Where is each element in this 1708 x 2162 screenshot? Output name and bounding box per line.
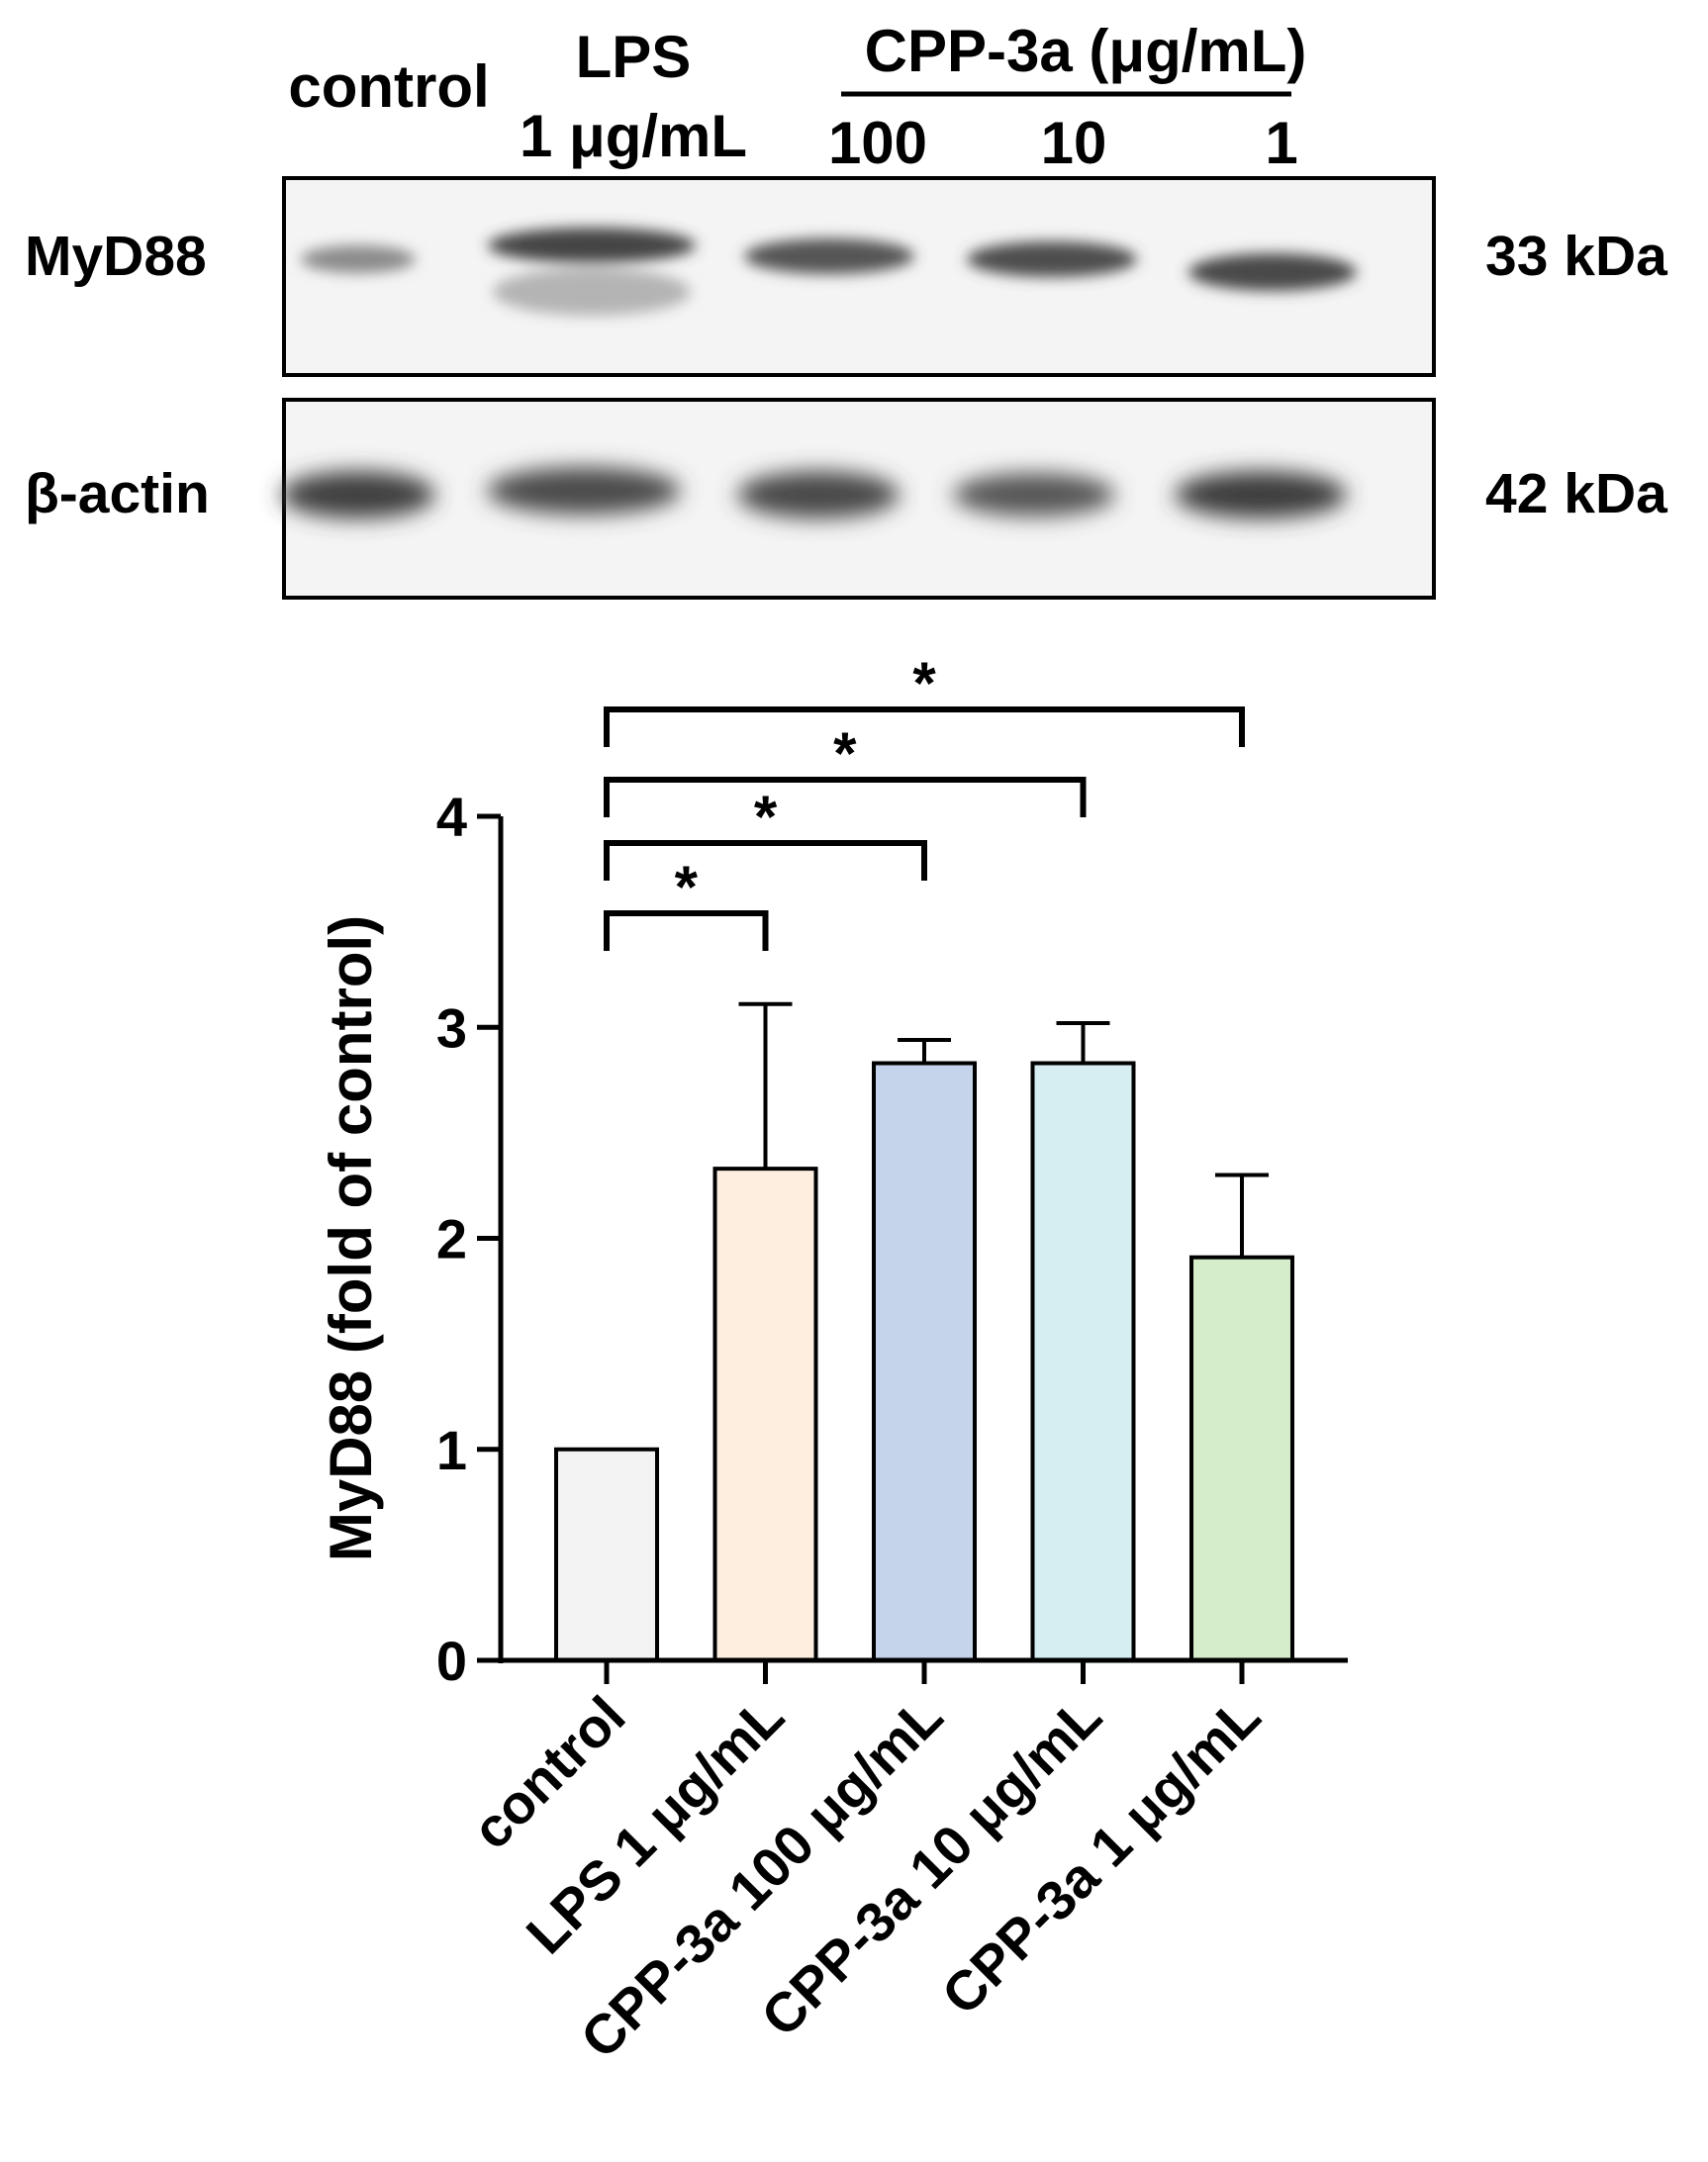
error-bars <box>738 1001 1269 1258</box>
y-tick-label: 2 <box>436 1208 467 1270</box>
bar <box>872 1061 977 1662</box>
bars <box>554 1061 1294 1662</box>
bar <box>1189 1255 1294 1662</box>
blot-strip-myd88: MyD88 33 kDa <box>25 176 1668 377</box>
y-tick-label: 4 <box>436 786 467 848</box>
row-label-myd88: MyD88 <box>25 225 207 288</box>
lane-header-lps-name: LPS <box>576 24 692 90</box>
blot-bands <box>281 467 1347 518</box>
significance-brackets: * * * * <box>604 650 1245 951</box>
significance-bracket <box>604 910 769 951</box>
band <box>744 238 914 274</box>
bar <box>554 1447 659 1662</box>
significance-label: * <box>833 720 857 787</box>
band <box>487 467 681 515</box>
y-axis-label: MyD88 (fold of control) <box>318 915 384 1561</box>
y-axis-ticks: 0 1 2 3 4 <box>436 786 501 1692</box>
band <box>1175 471 1347 518</box>
lane-header-control: control <box>288 53 489 120</box>
significance-bracket <box>604 777 1087 817</box>
bar <box>712 1167 818 1662</box>
band <box>1188 253 1357 291</box>
lane-header-cpp-group: CPP-3a (μg/mL) <box>865 18 1307 84</box>
lane-header-cpp-dose-10: 10 <box>1041 110 1107 176</box>
bar <box>1030 1061 1136 1662</box>
significance-label: * <box>675 854 699 920</box>
lane-header-lps-dose: 1 μg/mL <box>520 103 747 169</box>
band <box>953 473 1115 517</box>
lane-header-cpp-dose-1: 1 <box>1265 110 1297 176</box>
western-blot-panel: control LPS 1 μg/mL CPP-3a (μg/mL) 100 1… <box>25 18 1668 600</box>
band <box>737 471 900 518</box>
y-tick-label: 0 <box>436 1630 467 1692</box>
blot-strip-beta-actin: β-actin 42 kDa <box>25 398 1668 600</box>
band <box>493 268 691 316</box>
band <box>488 228 696 263</box>
lane-header-cpp-dose-100: 100 <box>828 110 927 176</box>
significance-label: * <box>912 650 936 716</box>
row-label-beta-actin: β-actin <box>25 462 210 525</box>
significance-bracket <box>604 840 927 881</box>
y-tick-label: 1 <box>436 1419 467 1481</box>
y-tick-label: 3 <box>436 996 467 1059</box>
band <box>281 471 435 518</box>
band <box>301 245 416 273</box>
significance-bracket <box>604 706 1245 747</box>
significance-label: * <box>754 784 778 850</box>
row-size-myd88: 33 kDa <box>1485 225 1668 288</box>
blot-bands <box>301 228 1357 316</box>
row-size-beta-actin: 42 kDa <box>1485 462 1668 525</box>
band <box>967 241 1137 277</box>
